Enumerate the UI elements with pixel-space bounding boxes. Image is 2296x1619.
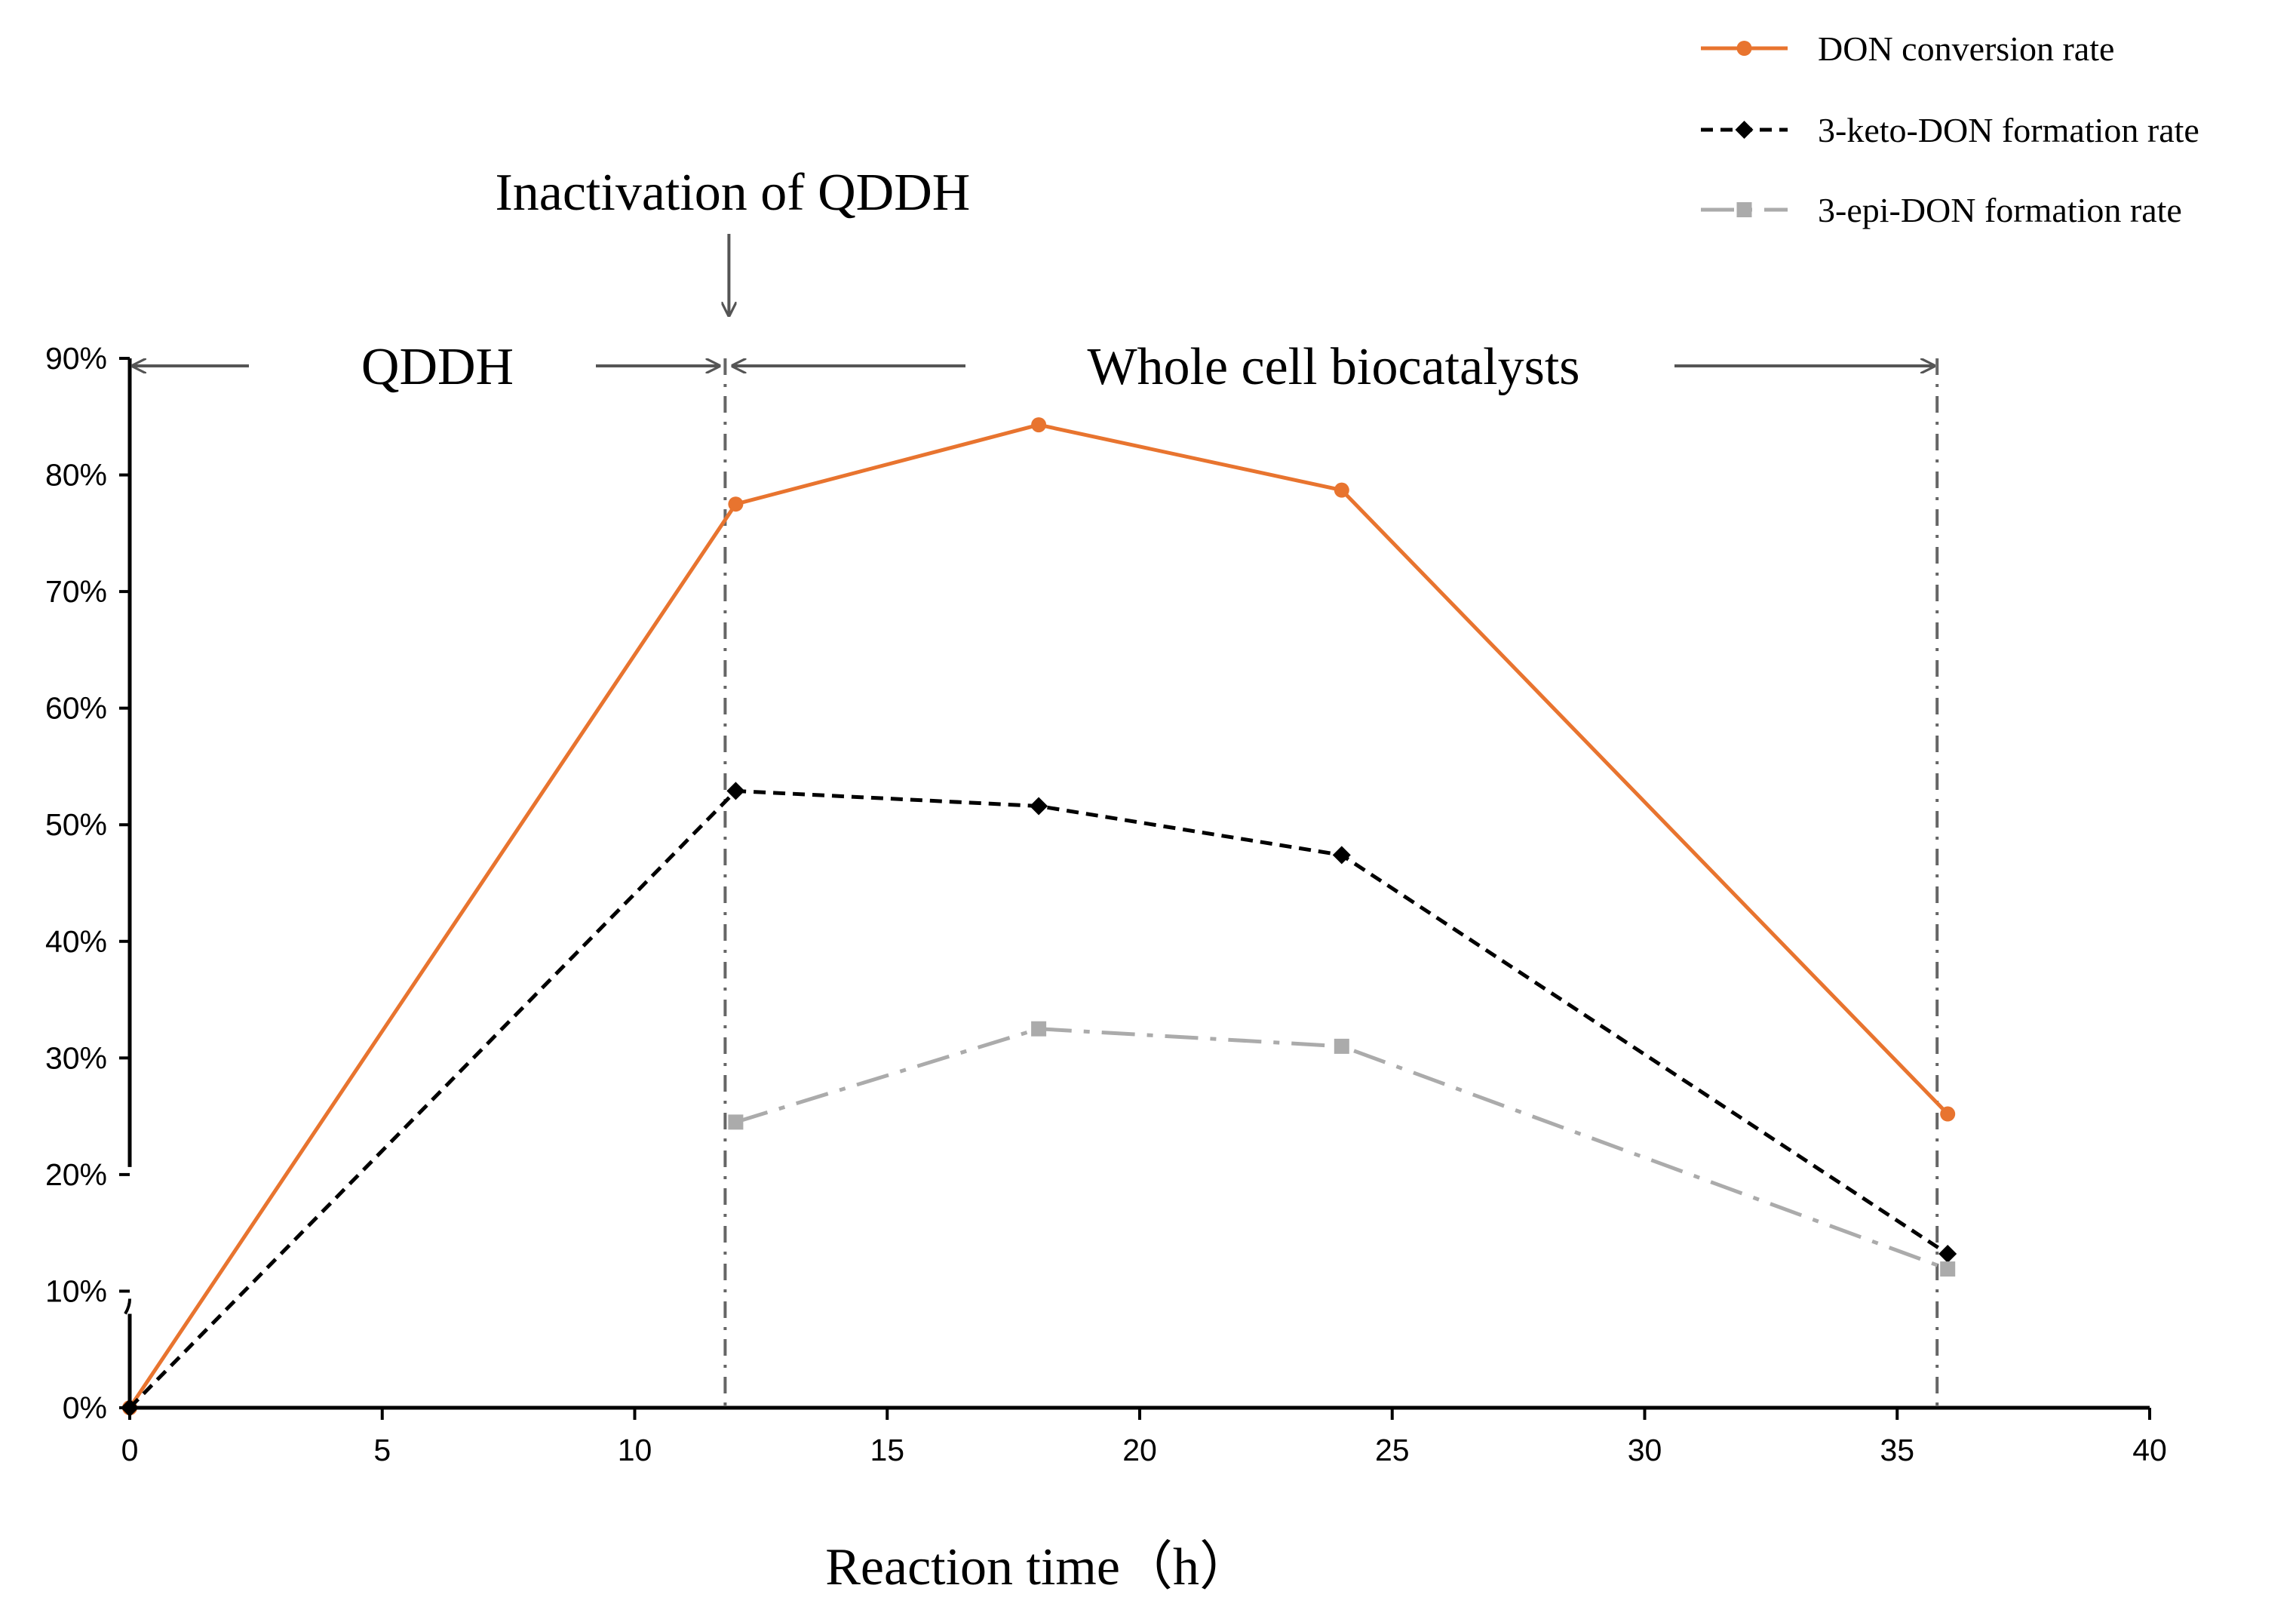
- legend-label: 3-keto-DON formation rate: [1818, 111, 2199, 149]
- x-tick-label: 5: [373, 1433, 391, 1467]
- annotation-inactivation: Inactivation of QDDH: [495, 164, 970, 222]
- y-tick-label: 20%: [45, 1157, 107, 1192]
- data-point: [1940, 1106, 1956, 1122]
- y-tick-label: 30%: [45, 1040, 107, 1075]
- series-line: [128, 788, 1949, 1409]
- data-point: [726, 782, 745, 800]
- y-tick-label: 10%: [45, 1273, 107, 1308]
- data-point: [728, 496, 744, 512]
- series-line: [735, 1027, 1949, 1271]
- y-tick-label: 90%: [45, 341, 107, 376]
- x-tick-label: 15: [870, 1433, 904, 1467]
- data-point: [1940, 1261, 1956, 1277]
- x-tick-label: 0: [121, 1433, 139, 1467]
- legend-label: DON conversion rate: [1818, 29, 2114, 68]
- x-axis-title: Reaction time（h）: [825, 1538, 1252, 1596]
- series-1: [122, 417, 1956, 1415]
- data-point: [121, 1399, 139, 1417]
- data-point: [1030, 797, 1048, 816]
- data-point: [1334, 1038, 1349, 1054]
- y-tick-label: 80%: [45, 458, 107, 493]
- x-tick-label: 10: [618, 1433, 652, 1467]
- data-point: [1938, 1244, 1957, 1263]
- x-tick-label: 35: [1880, 1433, 1914, 1467]
- data-point: [1334, 482, 1349, 498]
- annotation-phase1: QDDH: [361, 338, 514, 396]
- legend-swatch-marker: [1736, 202, 1752, 217]
- data-point: [1031, 417, 1047, 433]
- x-tick-label: 25: [1375, 1433, 1410, 1467]
- y-tick-label: 40%: [45, 924, 107, 959]
- y-tick-label: 0%: [63, 1390, 107, 1425]
- x-tick-label: 40: [2132, 1433, 2167, 1467]
- legend-label: 3-epi-DON formation rate: [1818, 191, 2182, 229]
- y-tick-label: 70%: [45, 574, 107, 609]
- x-tick-label: 30: [1628, 1433, 1662, 1467]
- series-line: [127, 422, 1949, 1409]
- data-point: [1332, 846, 1351, 865]
- legend-swatch-marker: [1736, 41, 1752, 56]
- y-tick-label: 60%: [45, 691, 107, 726]
- legend-swatch-marker: [1735, 121, 1754, 139]
- series-2: [121, 782, 1957, 1417]
- data-point: [1031, 1021, 1047, 1037]
- series-3: [728, 1021, 1956, 1277]
- data-point: [728, 1114, 744, 1130]
- y-tick-label: 50%: [45, 807, 107, 842]
- x-tick-label: 20: [1122, 1433, 1157, 1467]
- annotation-phase2: Whole cell biocatalysts: [1087, 338, 1579, 396]
- y-axis-break-mark: [124, 1298, 131, 1315]
